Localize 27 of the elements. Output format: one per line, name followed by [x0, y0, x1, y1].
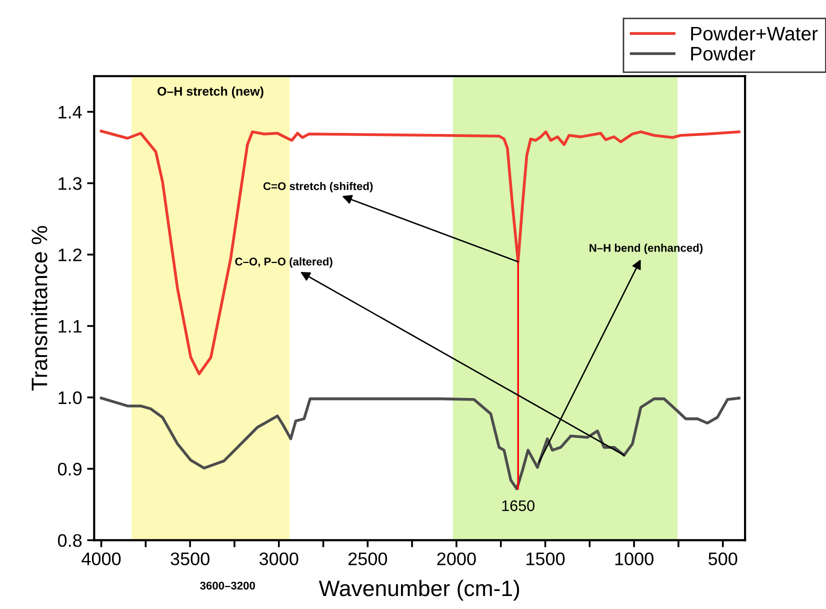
line-series: [100, 130, 740, 376]
text: 3600–3200: [200, 582, 255, 590]
y-tick-label: 0.9: [58, 462, 82, 476]
legend-label: Powder: [691, 46, 756, 61]
y-tick-label: 1.3: [58, 177, 82, 190]
x-tick-label: 1500: [526, 552, 565, 566]
x-tick-label: 2000: [437, 552, 476, 566]
x-tick-label: 3500: [170, 552, 210, 566]
y-axis-title: Transmittance %: [30, 226, 48, 391]
y-tick-label: 1.2: [58, 248, 82, 262]
y-tick-label: 1.0: [58, 391, 82, 404]
y-tick-label: 1.1: [58, 320, 82, 333]
annotation: 1650: [502, 500, 534, 512]
legend-label: Powder+Water: [691, 26, 818, 41]
x-tick-label: 500: [708, 552, 738, 566]
x-tick-label: 4000: [82, 552, 121, 566]
annotation: C–O, P–O (altered): [235, 257, 332, 268]
annotation: C=O stretch (shifted): [263, 182, 373, 192]
band-label: O–H stretch (new): [158, 86, 264, 98]
x-tick-label: 3000: [259, 552, 298, 566]
y-tick-label: 1.4: [58, 106, 82, 118]
y-tick-label: 0.8: [58, 534, 82, 547]
x-tick-label: 2500: [348, 552, 388, 566]
annotation: N–H bend (enhanced): [590, 244, 703, 254]
x-tick-label: 1000: [615, 552, 654, 566]
x-axis-title: Wavenumber (cm-1): [318, 580, 520, 601]
line-series: [100, 396, 740, 490]
